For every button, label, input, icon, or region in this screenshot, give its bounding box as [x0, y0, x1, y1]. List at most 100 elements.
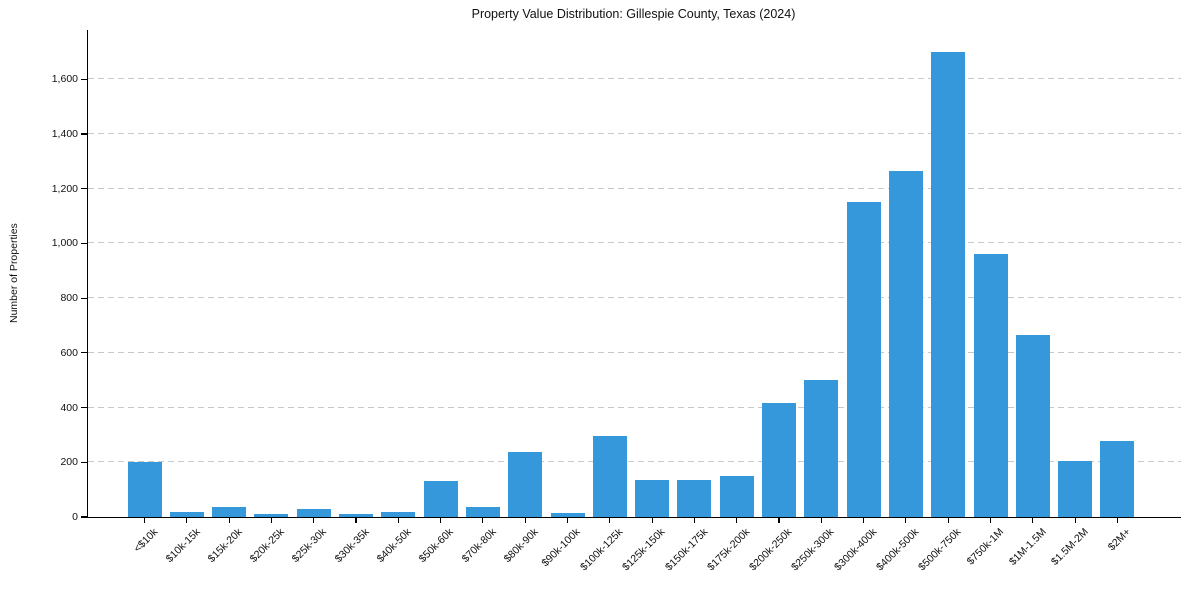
- x-tick-label: <$10k: [131, 526, 160, 555]
- x-tick: [355, 518, 357, 523]
- bar-<$10k: [127, 462, 162, 517]
- y-tick-label: 1,200: [51, 182, 78, 195]
- plot-area: 0 200 400 600 800 1,000 1,200 1,400 1,600 <$10k $1…: [52, 30, 1181, 573]
- x-tick-label: $30k-35k: [332, 526, 372, 566]
- y-tick: [81, 133, 87, 135]
- y-tick: [81, 297, 87, 299]
- gridline-400: [88, 406, 1181, 408]
- y-tick-label: 0: [72, 511, 78, 523]
- y-tick-label: 1,000: [51, 237, 78, 250]
- x-tick: [989, 518, 992, 523]
- x-tick: [186, 518, 188, 523]
- bar-$400k-500k: [888, 170, 923, 517]
- y-tick-label: 800: [60, 292, 78, 305]
- x-tick: [1032, 518, 1034, 523]
- y-axis-label: Number of Properties: [8, 223, 20, 324]
- gridline-800: [88, 297, 1181, 299]
- x-tick-label: $500k-750k: [916, 526, 964, 574]
- bar-$1.5M-2M: [1058, 460, 1093, 517]
- x-tick: [905, 518, 907, 523]
- bar-$90k-100k: [550, 512, 585, 517]
- x-tick: [863, 518, 865, 523]
- x-tick-label: $100k-125k: [577, 526, 626, 574]
- x-tick-label: $90k-100k: [539, 526, 583, 570]
- x-tick-label: $175k-200k: [704, 526, 753, 574]
- gridline-1600: [88, 78, 1181, 80]
- gridline-1200: [88, 187, 1181, 189]
- x-tick: [270, 518, 272, 523]
- x-tick-label: $50k-60k: [417, 526, 457, 566]
- y-tick: [81, 188, 87, 190]
- x-tick-label: $400k-500k: [874, 526, 922, 574]
- x-tick: [736, 518, 738, 523]
- bar-$500k-750k: [931, 51, 966, 517]
- bar-$20k-25k: [254, 514, 289, 517]
- bar-$80k-90k: [508, 451, 543, 517]
- y-tick-label: 200: [60, 456, 78, 469]
- bar-$10k-15k: [169, 511, 204, 517]
- x-tick-label: $200k-250k: [747, 526, 795, 574]
- x-tick-label: $250k-300k: [789, 526, 837, 574]
- y-tick-label: 1,600: [51, 73, 78, 86]
- bar-$300k-400k: [846, 202, 881, 517]
- gridline-1400: [88, 132, 1181, 134]
- y-tick: [81, 352, 87, 354]
- x-tick-label: $80k-90k: [501, 526, 541, 566]
- x-tick-label: $25k-30k: [290, 526, 330, 566]
- y-tick: [81, 516, 87, 518]
- x-tick: [778, 518, 780, 523]
- x-tick: [820, 518, 822, 523]
- x-tick: [143, 518, 146, 523]
- x-tick-label: $1.5M-2M: [1048, 526, 1091, 568]
- x-tick-label: $750k-1M: [964, 526, 1006, 568]
- gridline-600: [88, 351, 1181, 353]
- y-tick: [81, 406, 87, 409]
- bar-$50k-60k: [423, 481, 458, 517]
- x-tick: [228, 518, 230, 523]
- x-tick: [693, 518, 695, 523]
- y-tick-label: 1,400: [51, 127, 78, 140]
- x-tick-label: $125k-150k: [620, 526, 668, 574]
- bar-$30k-35k: [339, 514, 373, 517]
- bar-$150k-175k: [677, 480, 712, 517]
- chart-title: Property Value Distribution: Gillespie C…: [471, 7, 796, 21]
- x-tick: [397, 518, 399, 523]
- gridline-1000: [88, 242, 1181, 244]
- x-tick: [524, 518, 526, 523]
- y-tick: [81, 78, 87, 80]
- bar-$125k-150k: [635, 480, 670, 517]
- x-tick: [651, 518, 653, 523]
- x-tick: [313, 518, 315, 523]
- bar-$25k-30k: [296, 508, 331, 517]
- x-tick-label: $300k-400k: [831, 526, 880, 574]
- x-tick-label: $150k-175k: [662, 526, 710, 574]
- y-tick: [81, 242, 87, 244]
- x-tick: [1116, 518, 1118, 523]
- x-tick-label: $2M+: [1105, 526, 1133, 554]
- x-tick-label: $20k-25k: [247, 526, 287, 566]
- bar-$15k-20k: [212, 507, 247, 517]
- bar-$40k-50k: [381, 511, 416, 517]
- bar-$750k-1M: [973, 253, 1008, 517]
- x-tick: [947, 518, 949, 523]
- y-tick-label: 400: [60, 401, 78, 414]
- x-tick: [609, 518, 611, 523]
- bar-$100k-125k: [592, 435, 627, 517]
- bar-$250k-300k: [804, 380, 839, 517]
- x-tick: [482, 518, 484, 523]
- bar-$175k-200k: [719, 475, 754, 517]
- y-tick-label: 600: [60, 346, 78, 359]
- gridline-200: [88, 461, 1181, 463]
- bar-$2M+: [1100, 440, 1135, 517]
- y-tick: [81, 461, 87, 463]
- x-tick-label: $10k-15k: [163, 526, 203, 566]
- x-tick-label: $70k-80k: [459, 526, 499, 566]
- x-tick-label: $40k-50k: [374, 526, 414, 566]
- x-tick: [566, 518, 569, 523]
- bar-$200k-250k: [762, 402, 796, 517]
- bar-$1M-1.5M: [1015, 335, 1050, 517]
- bar-$70k-80k: [465, 507, 500, 517]
- x-tick-label: $15k-20k: [205, 526, 245, 566]
- x-tick: [440, 518, 442, 523]
